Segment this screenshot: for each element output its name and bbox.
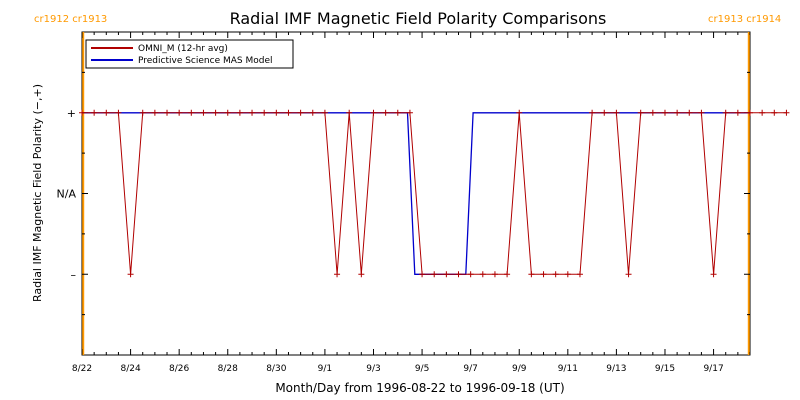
omni-data-point: [285, 109, 292, 116]
y-tick-label: +: [67, 107, 76, 120]
x-tick-label: 9/13: [606, 364, 626, 374]
omni-data-point: [406, 109, 413, 116]
x-tick-label: 9/7: [463, 364, 477, 374]
omni-data-point: [771, 109, 778, 116]
x-tick-label: 8/28: [218, 364, 238, 374]
omni-data-point: [103, 109, 110, 116]
omni-data-point: [540, 271, 547, 278]
x-axis-label: Month/Day from 1996-08-22 to 1996-09-18 …: [275, 381, 564, 395]
y-tick-label: N/A: [57, 188, 77, 201]
legend-label-mas: Predictive Science MAS Model: [138, 56, 273, 66]
omni-data-point: [504, 271, 511, 278]
omni-data-point: [455, 271, 462, 278]
omni-data-point: [321, 109, 328, 116]
omni-data-point: [382, 109, 389, 116]
omni-data-point: [297, 109, 304, 116]
x-tick-label: 9/9: [512, 364, 527, 374]
omni-data-point: [589, 109, 596, 116]
omni-data-point: [734, 109, 741, 116]
omni-data-point: [309, 109, 316, 116]
x-tick-label: 9/11: [558, 364, 578, 374]
omni-data-point: [528, 271, 535, 278]
omni-data-point: [139, 109, 146, 116]
x-tick-label: 8/24: [120, 364, 140, 374]
omni-data-point: [674, 109, 681, 116]
omni-data-point: [661, 109, 668, 116]
omni-data-point: [370, 109, 377, 116]
chart-title: Radial IMF Magnetic Field Polarity Compa…: [230, 9, 607, 28]
omni-data-point: [649, 109, 656, 116]
omni-data-point: [419, 271, 426, 278]
omni-data-point: [601, 109, 608, 116]
legend: OMNI_M (12-hr avg) Predictive Science MA…: [85, 39, 294, 69]
x-tick-label: 8/30: [266, 364, 286, 374]
omni-data-point: [334, 271, 341, 278]
y-axis-ticks: + N/A –: [57, 71, 750, 316]
omni-data-point: [625, 271, 632, 278]
omni-data-point: [115, 109, 122, 116]
omni-data-point: [722, 109, 729, 116]
omni-data-point: [516, 109, 523, 116]
omni-data-point: [200, 109, 207, 116]
omni-data-point: [346, 109, 353, 116]
omni-data-point: [710, 271, 717, 278]
x-tick-label: 9/5: [415, 364, 429, 374]
omni-data-point: [552, 271, 559, 278]
omni-data-point: [212, 109, 219, 116]
x-tick-label: 8/26: [169, 364, 189, 374]
omni-data-point: [151, 109, 158, 116]
omni-data-point: [576, 271, 583, 278]
omni-data-point: [249, 109, 256, 116]
omni-data-point: [261, 109, 268, 116]
omni-data-point: [224, 109, 231, 116]
series-omni-markers: [79, 109, 790, 278]
carrington-label-left: cr1912 cr1913: [34, 14, 107, 25]
omni-data-point: [698, 109, 705, 116]
omni-data-point: [394, 109, 401, 116]
omni-data-point: [759, 109, 766, 116]
omni-data-point: [79, 109, 85, 116]
omni-data-point: [479, 271, 486, 278]
y-axis-label: Radial IMF Magnetic Field Polarity (−,+): [31, 84, 44, 302]
x-tick-label: 9/17: [703, 364, 723, 374]
omni-data-point: [443, 271, 450, 278]
omni-data-point: [491, 271, 498, 278]
x-tick-label: 8/22: [72, 364, 92, 374]
omni-data-point: [164, 109, 171, 116]
omni-data-point: [686, 109, 693, 116]
x-tick-label: 9/15: [655, 364, 675, 374]
omni-data-point: [273, 109, 280, 116]
carrington-label-right: cr1913 cr1914: [708, 14, 781, 25]
y-tick-label: –: [71, 268, 77, 281]
omni-data-point: [467, 271, 474, 278]
x-tick-label: 9/1: [318, 364, 332, 374]
omni-data-point: [358, 271, 365, 278]
series-omni-line: [82, 112, 787, 275]
omni-data-point: [127, 271, 134, 278]
legend-box: [85, 39, 294, 69]
omni-data-point: [91, 109, 98, 116]
legend-label-omni: OMNI_M (12-hr avg): [138, 44, 228, 54]
omni-data-point: [188, 109, 195, 116]
omni-data-point: [613, 109, 620, 116]
omni-data-point: [564, 271, 571, 278]
x-axis-ticks: 8/22 8/24 8/26 8/28 8/30 9/1 9/3 9/5 9/7 9/9 9/11 9…: [72, 32, 751, 374]
omni-data-point: [747, 109, 753, 116]
series-mas-model-line: [82, 112, 749, 275]
omni-data-point: [637, 109, 644, 116]
omni-data-point: [783, 109, 790, 116]
omni-data-point: [176, 109, 183, 116]
x-tick-label: 9/3: [366, 364, 380, 374]
omni-data-point: [236, 109, 243, 116]
omni-data-point: [431, 271, 438, 278]
